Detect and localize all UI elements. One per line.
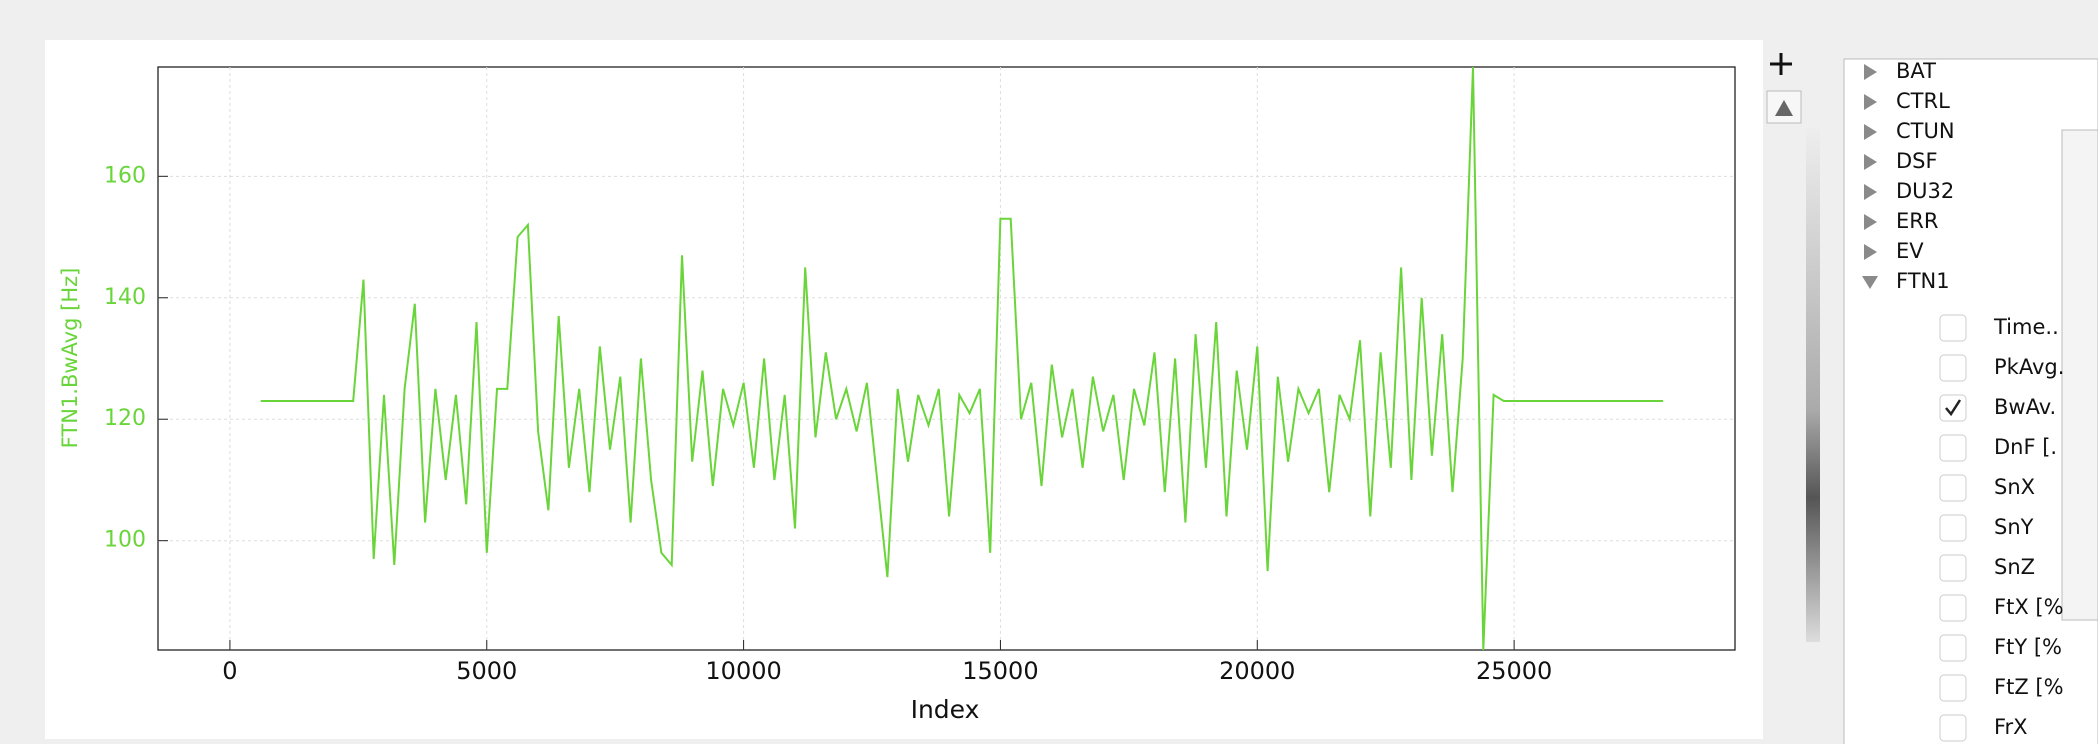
- tree-subitem[interactable]: Time..: [1993, 315, 2059, 339]
- axes-frame: [157, 66, 1736, 651]
- expand-arrow[interactable]: [1864, 154, 1877, 170]
- tree-subitem[interactable]: PkAvg.: [1994, 355, 2064, 379]
- tree-item[interactable]: CTUN: [1896, 119, 1955, 143]
- expand-arrow[interactable]: [1864, 184, 1877, 200]
- tree-subitem[interactable]: DnF [.: [1994, 435, 2057, 459]
- tree-item[interactable]: DSF: [1896, 149, 1938, 173]
- checkbox[interactable]: [1939, 434, 1967, 462]
- tree-item[interactable]: BAT: [1896, 59, 1936, 83]
- plot-panel: [45, 40, 1763, 739]
- x-tick-label: 5000: [456, 657, 517, 685]
- checkbox[interactable]: [1939, 474, 1967, 502]
- x-axis-label: Index: [911, 695, 980, 724]
- checkbox[interactable]: [1939, 394, 1967, 422]
- checkbox[interactable]: [1939, 354, 1967, 382]
- plus-button[interactable]: [1770, 53, 1792, 75]
- expand-arrow[interactable]: [1864, 214, 1877, 230]
- tree-panel: [1843, 58, 2098, 744]
- y-tick-label: 160: [104, 163, 146, 188]
- x-tick-label: 15000: [962, 657, 1038, 685]
- scroll-slider[interactable]: [1806, 127, 1820, 642]
- x-tick-label: 0: [222, 657, 237, 685]
- tree-item[interactable]: CTRL: [1896, 89, 1950, 113]
- checkbox[interactable]: [1939, 674, 1967, 702]
- x-tick-label: 20000: [1219, 657, 1295, 685]
- checkbox[interactable]: [1939, 594, 1967, 622]
- expand-arrow[interactable]: [1864, 124, 1877, 140]
- tree-item[interactable]: FTN1: [1896, 269, 1950, 293]
- tree-subitem[interactable]: SnZ: [1994, 555, 2035, 579]
- expand-arrow[interactable]: [1864, 244, 1877, 260]
- tree-subitem[interactable]: FtZ [%: [1994, 675, 2064, 699]
- tree-subitem[interactable]: SnX: [1994, 475, 2035, 499]
- check-mark: [1945, 399, 1962, 417]
- tree-item[interactable]: ERR: [1896, 209, 1938, 233]
- expand-arrow[interactable]: [1862, 276, 1878, 289]
- checkbox[interactable]: [1939, 514, 1967, 542]
- tree-subitem[interactable]: FrX: [1994, 715, 2028, 739]
- checkbox[interactable]: [1939, 714, 1967, 742]
- y-tick-label: 100: [104, 528, 146, 553]
- tree-subitem[interactable]: FtX [%: [1994, 595, 2064, 619]
- y-tick-label: 120: [104, 406, 146, 431]
- y-tick-label: 140: [104, 285, 146, 310]
- expand-arrow[interactable]: [1864, 64, 1877, 80]
- tree-item[interactable]: DU32: [1896, 179, 1954, 203]
- x-tick-label: 10000: [705, 657, 781, 685]
- tree-item[interactable]: EV: [1896, 239, 1924, 263]
- checkbox[interactable]: [1939, 554, 1967, 582]
- scroll-up-arrow: [1775, 100, 1793, 116]
- checkbox[interactable]: [1939, 634, 1967, 662]
- y-axis-label: FTN1.BwAvg [Hz]: [58, 268, 82, 449]
- x-tick-label: 25000: [1476, 657, 1552, 685]
- tree-subitem[interactable]: SnY: [1994, 515, 2034, 539]
- checkbox[interactable]: [1939, 314, 1967, 342]
- data-line: [260, 66, 1664, 651]
- tree-scrollbar[interactable]: [2061, 129, 2098, 621]
- tree-subitem[interactable]: BwAv.: [1994, 395, 2056, 419]
- expand-arrow[interactable]: [1864, 94, 1877, 110]
- tree-subitem[interactable]: FtY [%: [1994, 635, 2062, 659]
